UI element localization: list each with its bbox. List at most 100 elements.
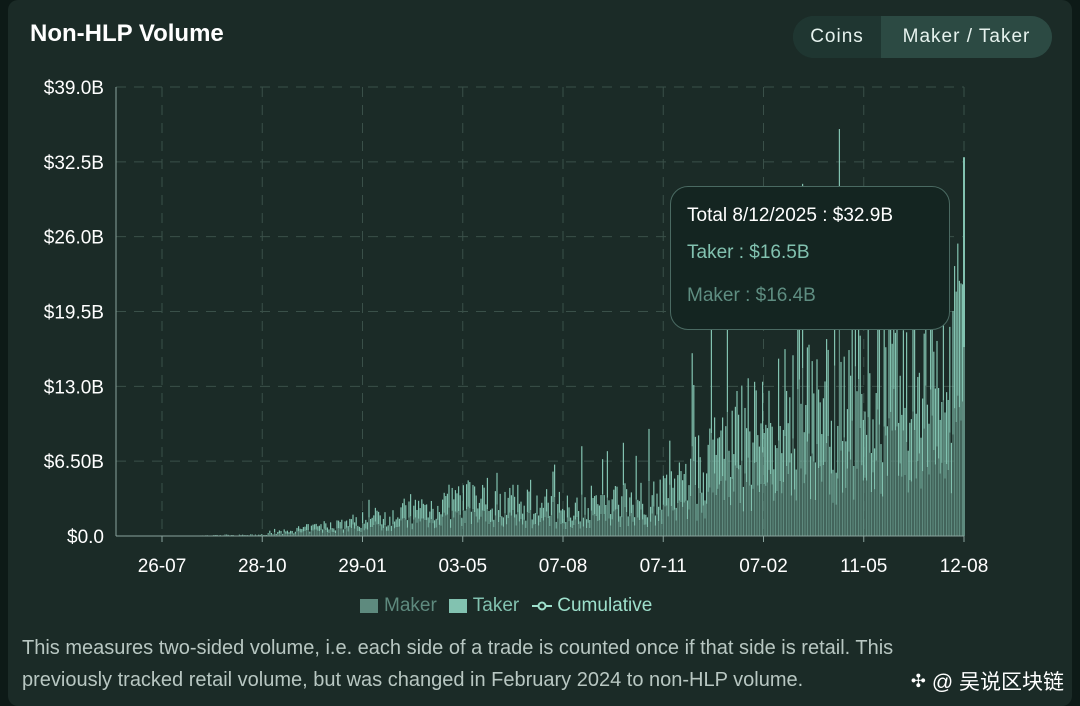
bar-taker	[448, 484, 450, 508]
bar-taker	[674, 478, 676, 510]
bar-maker	[715, 495, 717, 536]
bar-taker	[883, 309, 885, 427]
bar-taker	[290, 530, 292, 534]
bar-maker	[477, 522, 479, 536]
tooltip-maker: Maker : $16.4B	[687, 285, 816, 306]
bar-maker	[739, 503, 741, 536]
bar-maker	[453, 517, 455, 536]
view-toggle[interactable]: Coins Maker / Taker	[793, 16, 1052, 58]
bar-taker	[475, 495, 477, 517]
bar-maker	[674, 509, 676, 536]
bar-maker	[840, 450, 842, 536]
bar-taker	[594, 496, 596, 515]
bar-maker	[470, 524, 472, 536]
bar-maker	[638, 520, 640, 536]
bar-taker	[936, 340, 938, 447]
bar-maker	[896, 426, 898, 536]
bar-maker	[701, 512, 703, 536]
bar-maker	[718, 484, 720, 536]
bar-taker	[360, 527, 362, 533]
bar-taker	[354, 522, 356, 529]
bar-maker	[438, 524, 440, 536]
bar-taker	[525, 520, 527, 528]
bar-taker	[766, 428, 768, 483]
bar-maker	[686, 519, 688, 536]
bar-taker	[371, 517, 373, 528]
bar-maker	[536, 514, 538, 536]
bar-maker	[682, 506, 684, 536]
bar-maker	[429, 522, 431, 536]
bar-taker	[550, 496, 552, 516]
bar-taker	[792, 355, 794, 439]
bar-maker	[835, 504, 837, 536]
bar-taker	[442, 499, 444, 517]
bar-maker	[352, 524, 354, 536]
bar-taker	[675, 507, 677, 521]
bar-taker	[912, 306, 914, 412]
bar-maker	[706, 503, 708, 536]
bar-maker	[806, 441, 808, 536]
bar-maker	[368, 517, 370, 536]
bar-maker	[941, 462, 943, 536]
bar-taker	[944, 412, 946, 479]
bar-taker	[227, 534, 229, 536]
bar-taker	[346, 520, 348, 528]
toggle-maker-taker-button[interactable]: Maker / Taker	[881, 16, 1052, 58]
bar-maker	[734, 465, 736, 536]
bar-taker	[523, 505, 525, 520]
bar-taker	[413, 505, 415, 520]
bar-maker	[590, 510, 592, 536]
legend-item-cumulative[interactable]: Cumulative	[531, 595, 652, 617]
bar-maker	[570, 526, 572, 536]
bar-taker	[749, 431, 751, 486]
x-tick-label: 29-01	[338, 556, 387, 577]
bar-maker	[962, 401, 964, 536]
bar-maker	[693, 461, 695, 536]
legend-item-taker[interactable]: Taker	[448, 595, 519, 617]
bar-taker	[864, 411, 866, 478]
bar-maker	[395, 527, 397, 536]
bar-maker	[878, 424, 880, 536]
toggle-coins-button[interactable]: Coins	[793, 16, 881, 58]
bar-taker	[326, 527, 328, 533]
bar-taker	[362, 512, 364, 524]
bar-maker	[786, 466, 788, 536]
bar-taker	[480, 498, 482, 517]
bar-maker	[830, 473, 832, 536]
bar-taker	[602, 459, 604, 495]
bar-maker	[557, 518, 559, 536]
bar-maker	[696, 520, 698, 536]
bar-taker	[899, 375, 901, 464]
bar-maker	[685, 500, 687, 536]
bar-maker	[277, 534, 279, 536]
bar-taker	[403, 498, 405, 519]
bar-taker	[333, 528, 335, 533]
bar-taker	[224, 534, 226, 536]
bar-maker	[482, 510, 484, 536]
chart-description: This measures two-sided volume, i.e. eac…	[22, 632, 1042, 696]
bar-taker	[611, 499, 613, 520]
legend-item-maker[interactable]: Maker	[360, 595, 437, 617]
bar-taker	[794, 448, 796, 490]
bar-maker	[400, 520, 402, 536]
bar-taker	[286, 530, 288, 534]
bar-maker	[790, 495, 792, 536]
bar-maker	[667, 516, 669, 536]
bar-taker	[434, 520, 436, 529]
bar-maker	[658, 521, 660, 536]
bar-maker	[478, 519, 480, 536]
bar-maker	[894, 430, 896, 536]
bar-maker	[683, 502, 685, 536]
bar-taker	[962, 284, 964, 402]
bar-maker	[720, 481, 722, 536]
bar-taker	[517, 484, 519, 513]
bar-taker	[338, 520, 340, 529]
bar-taker	[454, 490, 456, 512]
bar-taker	[683, 474, 685, 503]
bar-maker	[886, 475, 888, 536]
bar-maker	[291, 533, 293, 536]
bar-taker	[733, 454, 735, 492]
bar-taker	[630, 492, 632, 514]
bar-maker	[456, 512, 458, 536]
